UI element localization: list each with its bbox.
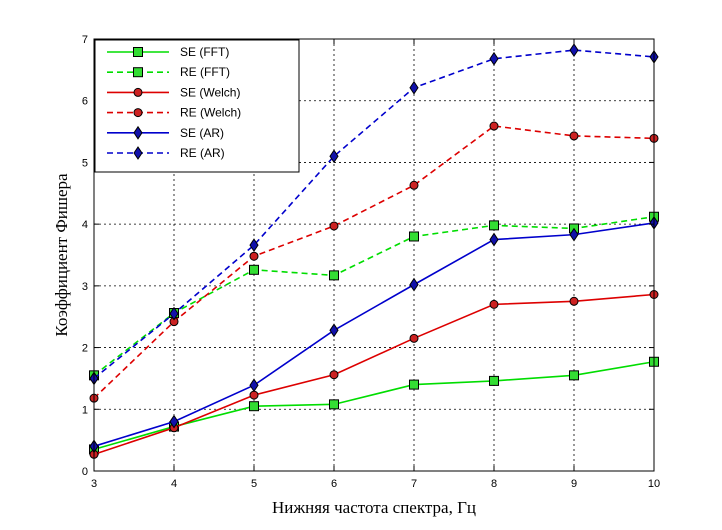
x-tick-label: 4 [171,478,177,490]
legend-item: SE (Welch) [107,85,240,99]
x-tick-label: 6 [331,478,337,490]
series-se-ar [89,216,659,454]
legend-marker [133,87,143,97]
y-tick-label: 5 [82,157,88,169]
data-point [489,375,499,386]
data-point [329,221,339,231]
data-point [169,414,179,429]
data-point [249,238,259,253]
data-point [409,277,419,292]
data-point [249,390,259,400]
legend-marker [133,67,143,78]
y-tick-label: 4 [82,219,88,231]
y-tick-label: 1 [82,404,88,416]
legend-marker [133,125,143,140]
x-tick-label: 10 [648,478,660,490]
legend: SE (FFT) RE (FFT) SE (Welch) RE (Welch) SE (… [94,39,300,173]
series-line [93,49,655,380]
legend-item: RE (FFT) [107,65,230,79]
legend-marker [133,47,143,57]
data-point [329,370,339,380]
x-tick-label: 9 [571,478,577,490]
legend-label: RE (AR) [180,146,225,160]
data-point [409,80,419,95]
data-point [489,51,499,66]
series-line [93,293,655,456]
legend-label: RE (FFT) [180,65,230,79]
x-tick-label: 5 [251,478,257,490]
data-point [409,333,419,343]
data-point [489,232,499,247]
legend-box [94,39,300,173]
data-point [489,220,499,231]
data-point [569,296,579,306]
y-tick-label: 7 [82,34,88,46]
legend-label: SE (AR) [180,126,224,140]
legend-label: SE (FFT) [180,45,229,59]
x-tick-label: 8 [491,478,497,490]
legend-item: RE (Welch) [107,106,241,120]
legend-item: SE (AR) [107,126,224,140]
legend-label: RE (Welch) [180,106,241,120]
y-axis-title: Коэффициент Фишера [52,173,71,337]
legend-label: SE (Welch) [180,85,240,99]
grid [94,39,654,471]
data-point [249,251,259,261]
data-point [329,270,339,281]
series-line [93,215,655,376]
plot-frame [93,38,655,472]
data-point [329,399,339,410]
data-point [249,264,259,275]
legend-marker [133,108,143,118]
series-line [93,222,655,448]
legend-marker [133,146,143,160]
y-tick-label: 3 [82,281,88,293]
data-point [489,121,499,131]
data-point [489,299,499,309]
data-point [569,370,579,381]
legend-item: RE (AR) [107,146,225,160]
data-point [569,43,579,58]
series-se-fft [89,356,659,455]
y-tick-label: 2 [82,343,88,355]
data-point [329,323,339,338]
x-axis-title: Нижняя частота спектра, Гц [272,498,476,517]
data-point [169,306,179,321]
y-tick-label: 0 [82,466,88,478]
data-point [329,149,339,164]
data-point [409,379,419,390]
x-tick-label: 7 [411,478,417,490]
axis-ticks: 3 4 5 6 7 8 9 10 0 1 2 3 4 5 6 7 [82,34,660,490]
series-line [93,125,655,399]
data-point [249,378,259,393]
data-point [249,401,259,412]
data-point [409,180,419,190]
legend-item: SE (FFT) [107,45,229,59]
data-point [569,131,579,141]
y-tick-label: 6 [82,96,88,108]
x-tick-label: 3 [91,478,97,490]
data-point [409,231,419,242]
data-point [569,227,579,242]
